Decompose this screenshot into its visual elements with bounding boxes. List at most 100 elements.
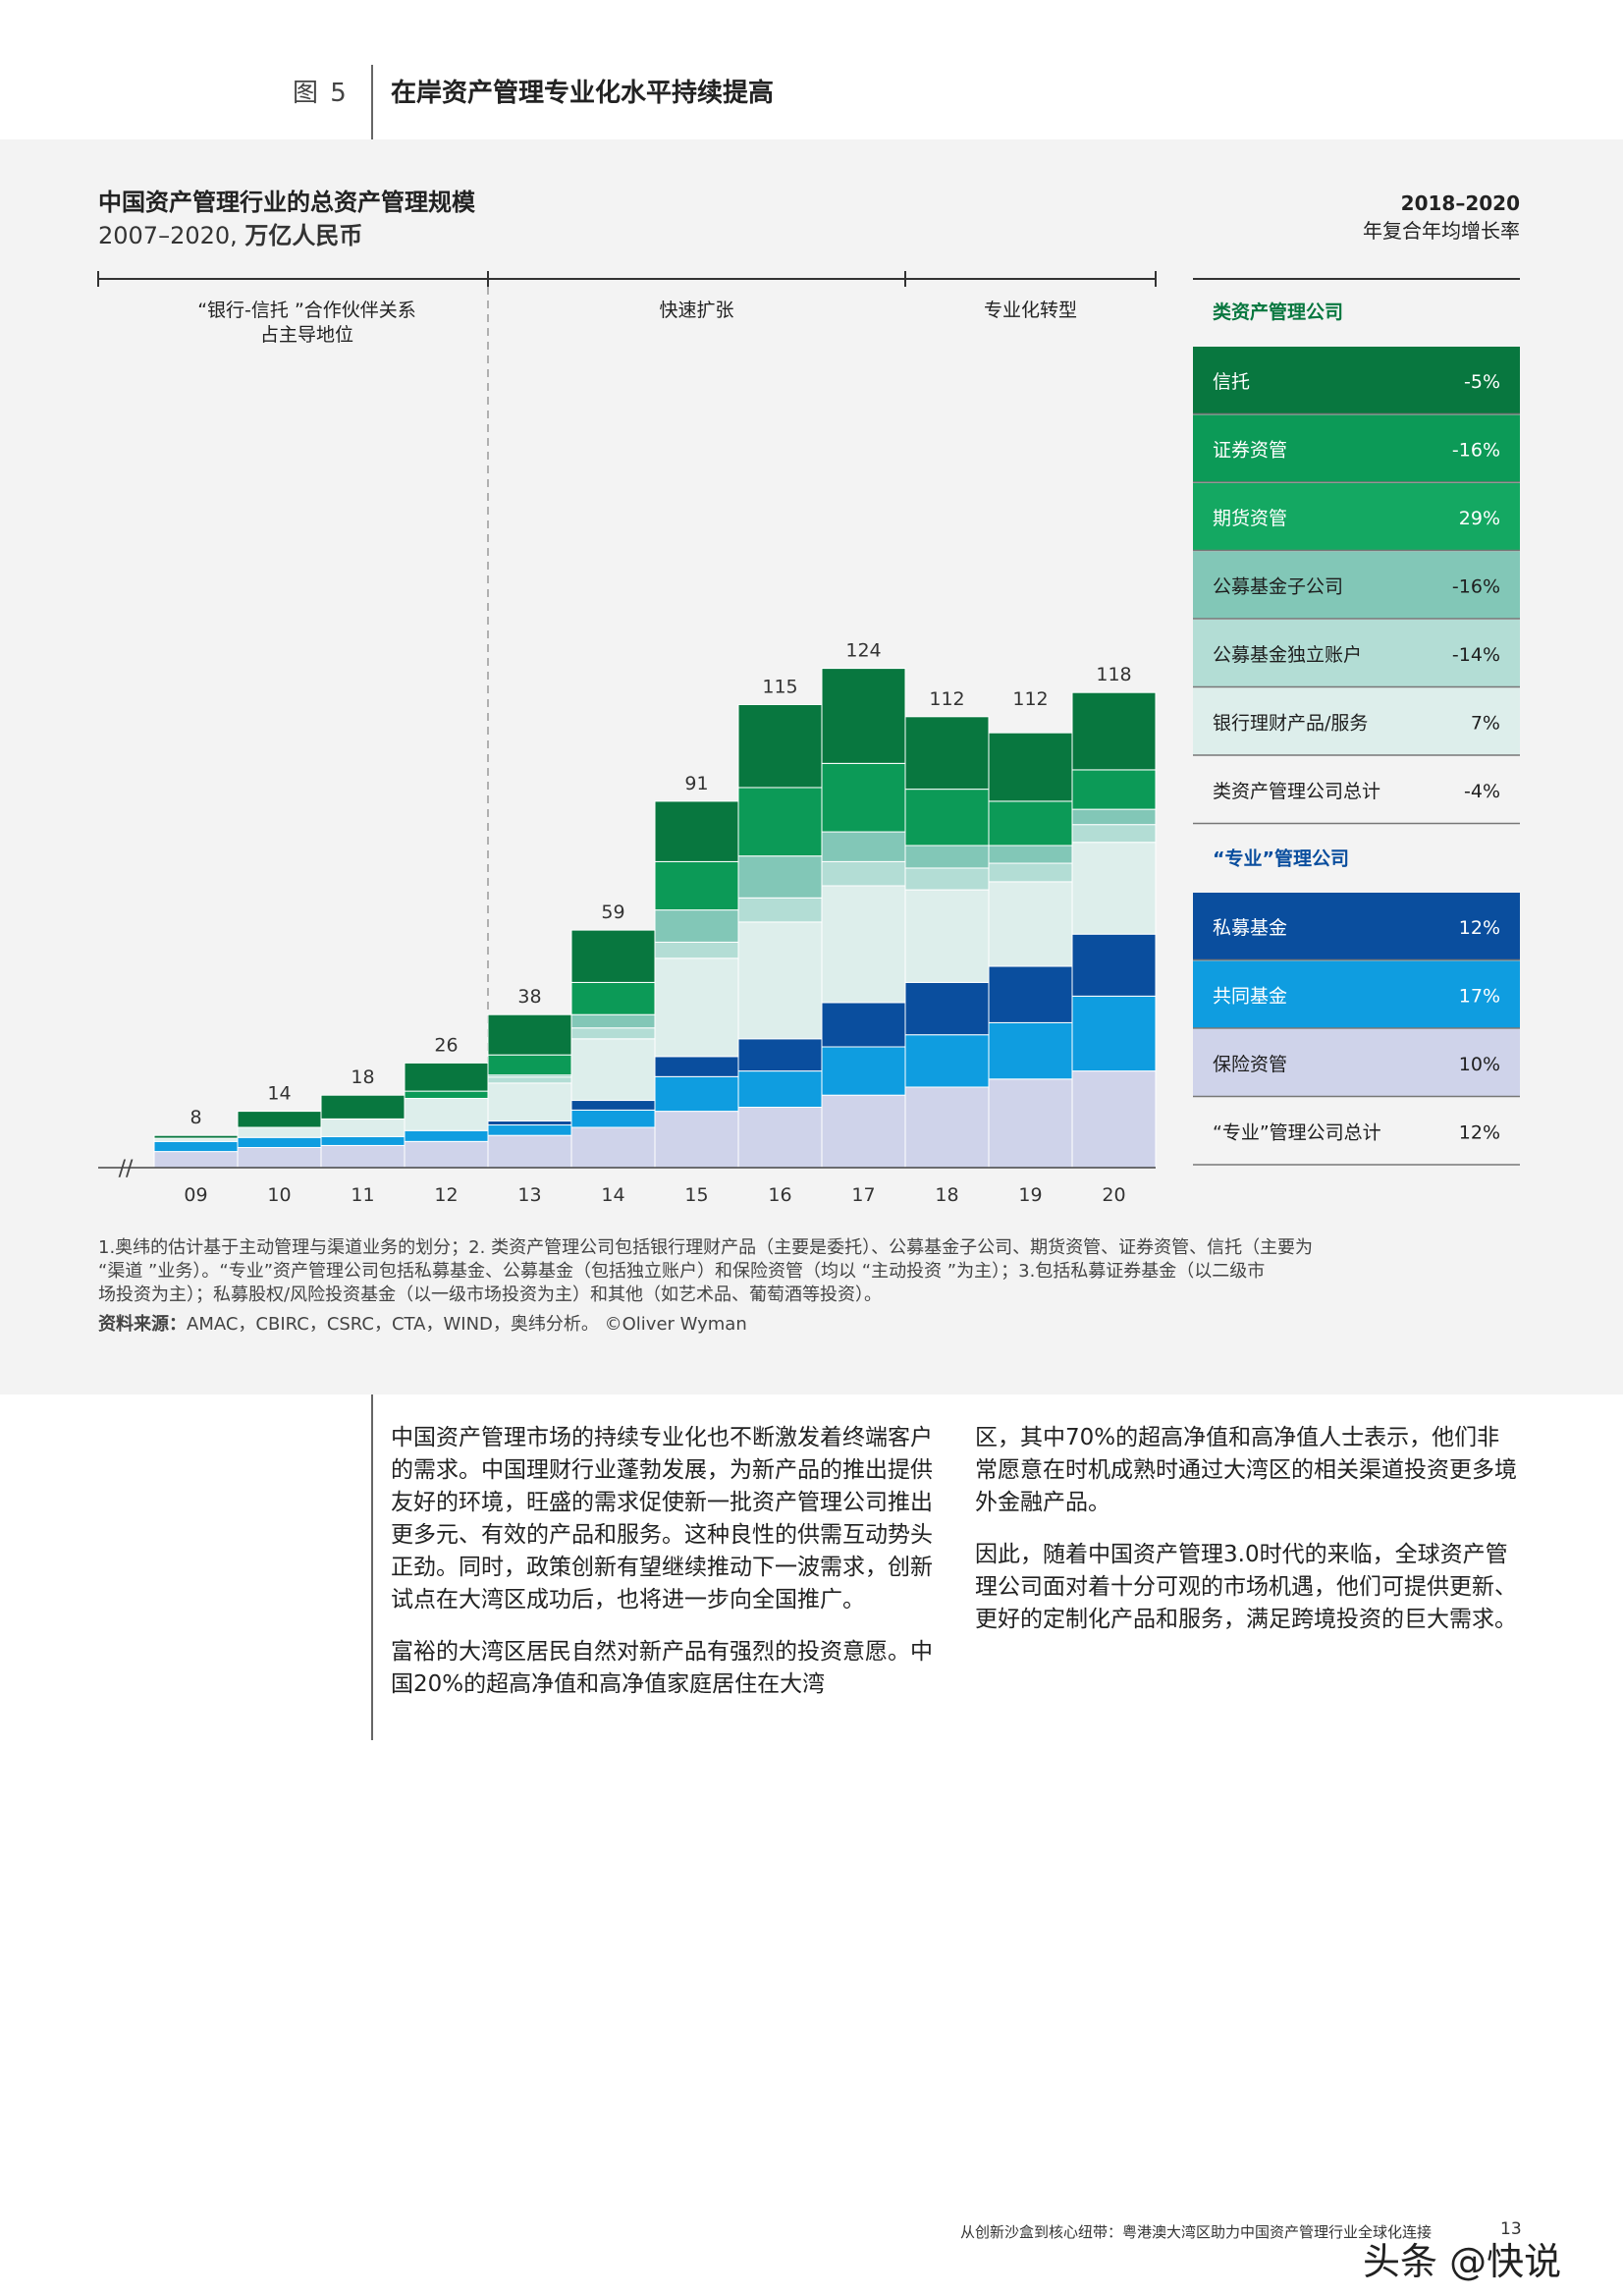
bar-segment [320, 1094, 406, 1120]
bar-stack: 18 [320, 1066, 406, 1169]
body-paragraph: 因此，随着中国资产管理3.0时代的来临，全球资产管理公司面对着十分可观的市场机遇… [975, 1542, 1517, 1632]
x-tick-label: 09 [184, 1184, 207, 1206]
bar-segment [654, 1075, 739, 1113]
bar-segment [1071, 691, 1157, 771]
x-tick-label: 17 [851, 1184, 875, 1206]
bar-total-label: 91 [684, 773, 708, 794]
bar-segment [1071, 769, 1157, 810]
bar-segment [570, 1126, 656, 1169]
bar-segment [404, 1090, 489, 1099]
bar-segment [737, 921, 823, 1040]
bar-segment [821, 831, 906, 862]
bar-segment [988, 845, 1073, 864]
bar-total-label: 112 [929, 688, 964, 710]
bar-stack: 112 [904, 688, 990, 1169]
phase-label: 专业化转型 [984, 300, 1077, 321]
legend-label: 类资产管理公司总计 [1213, 781, 1380, 802]
legend-label: 公募基金子公司 [1213, 575, 1343, 597]
note-line-2: “渠道 ”业务）。“专业”资产管理公司包括私募基金、公募基金（包括独立账户）和保… [98, 1261, 1265, 1282]
bar-segment [237, 1126, 322, 1138]
legend-row: 公募基金独立账户 -14% [1193, 620, 1520, 688]
bar-segment [153, 1134, 239, 1139]
source-text: AMAC，CBIRC，CSRC，CTA，WIND，奥纬分析。 ©Oliver W… [187, 1314, 747, 1335]
bar-stack: 124 [821, 640, 906, 1169]
bar-segment [487, 1124, 572, 1136]
bar-segment [487, 1082, 572, 1121]
chart-title: 中国资产管理行业的总资产管理规模 [98, 189, 476, 216]
bar-segment [904, 789, 990, 847]
legend-row: 类资产管理公司总计 -4% [1193, 781, 1520, 825]
bar-total-label: 115 [762, 677, 797, 698]
legend-value: 10% [1459, 1054, 1500, 1075]
bar-segment [570, 1038, 656, 1102]
bar-segment [404, 1140, 489, 1169]
bar-segment [737, 855, 823, 899]
bar-stack: 38 [487, 986, 572, 1169]
bar-segment [988, 965, 1073, 1023]
bar-stack: 8 [153, 1107, 239, 1169]
phase-label: 占主导地位 [260, 324, 353, 346]
bar-segment [1071, 842, 1157, 935]
bar-segment [1071, 995, 1157, 1072]
bar-segment [737, 704, 823, 789]
bar-segment [237, 1111, 322, 1128]
bar-segment [821, 762, 906, 833]
bar-segment [320, 1144, 406, 1169]
chart-subtitle-unit: 万亿人民币 [244, 222, 362, 249]
bar-segment [654, 909, 739, 943]
legend-swatch [1193, 551, 1520, 619]
cagr-header-line2: 年复合年均增长率 [1363, 219, 1520, 243]
legend-row: 银行理财产品/服务 7% [1193, 687, 1520, 756]
bar-segment [988, 1078, 1073, 1169]
bar-segment [153, 1151, 239, 1169]
legend-label: 私募基金 [1213, 917, 1287, 939]
bars-layer: 8 14 18 26 38 59 91 115 124 112 112 118 [153, 640, 1157, 1169]
bar-segment [404, 1062, 489, 1092]
bar-segment [237, 1147, 322, 1169]
bar-segment [821, 1046, 906, 1096]
bar-segment [654, 941, 739, 959]
legend-swatch [1193, 347, 1520, 414]
bar-segment [487, 1134, 572, 1169]
body-column-left: 中国资产管理市场的持续专业化也不断激发着终端客户的需求。中国理财行业蓬勃发展，为… [391, 1422, 933, 1721]
note-line-3: 场投资为主）；私募股权/风险投资基金（以一级市场投资为主）和其他（如艺术品、葡萄… [98, 1285, 882, 1305]
bar-total-label: 26 [434, 1034, 458, 1056]
bar-segment [821, 1094, 906, 1169]
bar-total-label: 112 [1012, 688, 1048, 710]
x-tick-label: 14 [601, 1184, 624, 1206]
bar-segment [904, 1086, 990, 1169]
figure-label: 图 5 [293, 79, 349, 108]
bar-segment [904, 889, 990, 983]
bar-segment [988, 862, 1073, 883]
bar-segment [654, 860, 739, 911]
legend-swatch [1193, 687, 1520, 755]
legend-value: -5% [1464, 371, 1500, 393]
bar-total-label: 118 [1096, 664, 1131, 685]
legend-value: 29% [1459, 508, 1500, 529]
legend-label: 保险资管 [1213, 1054, 1287, 1075]
bar-segment [904, 867, 990, 891]
cagr-header-line1: 2018–2020 [1401, 191, 1520, 215]
bar-segment [570, 1013, 656, 1029]
chart-subtitle: 2007–2020, 万亿人民币 [98, 222, 362, 249]
bar-segment [570, 1109, 656, 1128]
legend-label: 银行理财产品/服务 [1213, 712, 1368, 734]
x-tick-label: 15 [684, 1184, 708, 1206]
legend-label: 期货资管 [1213, 508, 1287, 529]
bar-segment [904, 716, 990, 791]
bar-segment [988, 732, 1073, 802]
header-divider [371, 65, 373, 139]
bar-segment [1071, 824, 1157, 844]
figure-title: 在岸资产管理专业化水平持续提高 [391, 79, 775, 108]
bar-segment [654, 957, 739, 1058]
body-column-right: 区，其中70%的超高净值和高净值人士表示，他们非常愿意在时机成熟时通过大湾区的相… [975, 1422, 1520, 1656]
phase-label: “银行-信托 ”合作伙伴关系 [197, 300, 416, 321]
bar-segment [988, 1021, 1073, 1080]
bar-segment [1071, 933, 1157, 997]
bar-segment [487, 1076, 572, 1084]
legend-swatch [1193, 414, 1520, 482]
bar-segment [737, 1107, 823, 1169]
bar-stack: 118 [1071, 664, 1157, 1169]
bar-segment [988, 881, 1073, 967]
source-label: 资料来源： [98, 1313, 187, 1335]
